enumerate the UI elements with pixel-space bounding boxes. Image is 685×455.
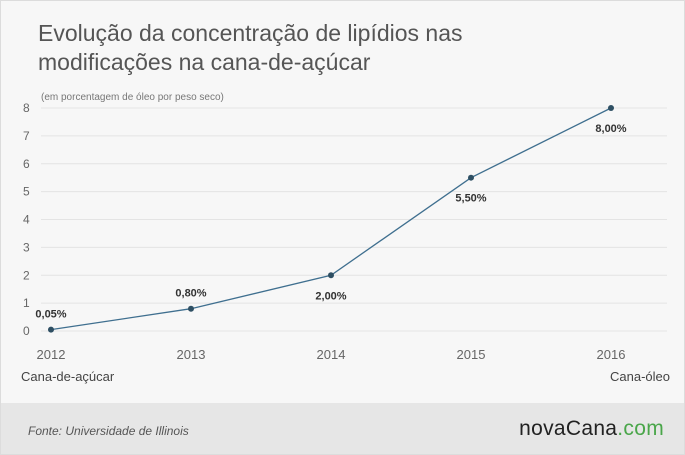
chart-title: Evolução da concentração de lipídios nas… — [38, 19, 638, 77]
data-point — [188, 305, 194, 312]
line-chart: 0 1 2 3 4 5 6 7 8 2012 2013 2014 2015 2016 0,05% 0,80% 2… — [23, 101, 667, 362]
y-tick-label: 8 — [23, 101, 30, 115]
brand-tld: .com — [617, 417, 664, 440]
y-tick-label: 3 — [23, 240, 30, 254]
data-point — [48, 326, 54, 333]
chart-title-line-2: modificações na cana-de-açúcar — [38, 49, 371, 75]
data-label: 0,80% — [175, 288, 206, 300]
data-label: 5,50% — [455, 193, 486, 205]
data-point — [328, 272, 334, 279]
data-label: 2,00% — [315, 290, 346, 302]
brand-name: novaCana — [519, 417, 618, 440]
x-tick-label: 2015 — [457, 347, 486, 362]
footer-bar: Fonte: Universidade de Illinois novaCana… — [1, 403, 684, 454]
brand-logo[interactable]: novaCana.com — [519, 417, 664, 441]
x-tick-label: 2016 — [597, 347, 626, 362]
chart-title-line-1: Evolução da concentração de lipídios nas — [38, 20, 463, 46]
y-tick-label: 7 — [23, 129, 30, 143]
x-tick-label: 2012 — [37, 347, 66, 362]
y-tick-label: 2 — [23, 268, 30, 282]
data-label: 0,05% — [35, 309, 66, 321]
y-axis-label: (em porcentagem de óleo por peso seco) — [41, 92, 224, 103]
y-tick-label: 6 — [23, 157, 30, 171]
data-point — [608, 105, 614, 111]
y-tick-label: 4 — [23, 213, 30, 227]
data-label: 8,00% — [595, 123, 626, 135]
end-annotation: Cana-óleo — [610, 369, 670, 384]
source-note: Fonte: Universidade de Illinois — [28, 424, 189, 438]
y-tick-label: 1 — [23, 296, 30, 310]
y-tick-label: 5 — [23, 185, 30, 199]
x-tick-label: 2014 — [317, 347, 346, 362]
data-point — [468, 174, 474, 181]
x-tick-label: 2013 — [177, 347, 206, 362]
start-annotation: Cana-de-açúcar — [21, 369, 115, 384]
y-tick-label: 0 — [23, 324, 30, 338]
